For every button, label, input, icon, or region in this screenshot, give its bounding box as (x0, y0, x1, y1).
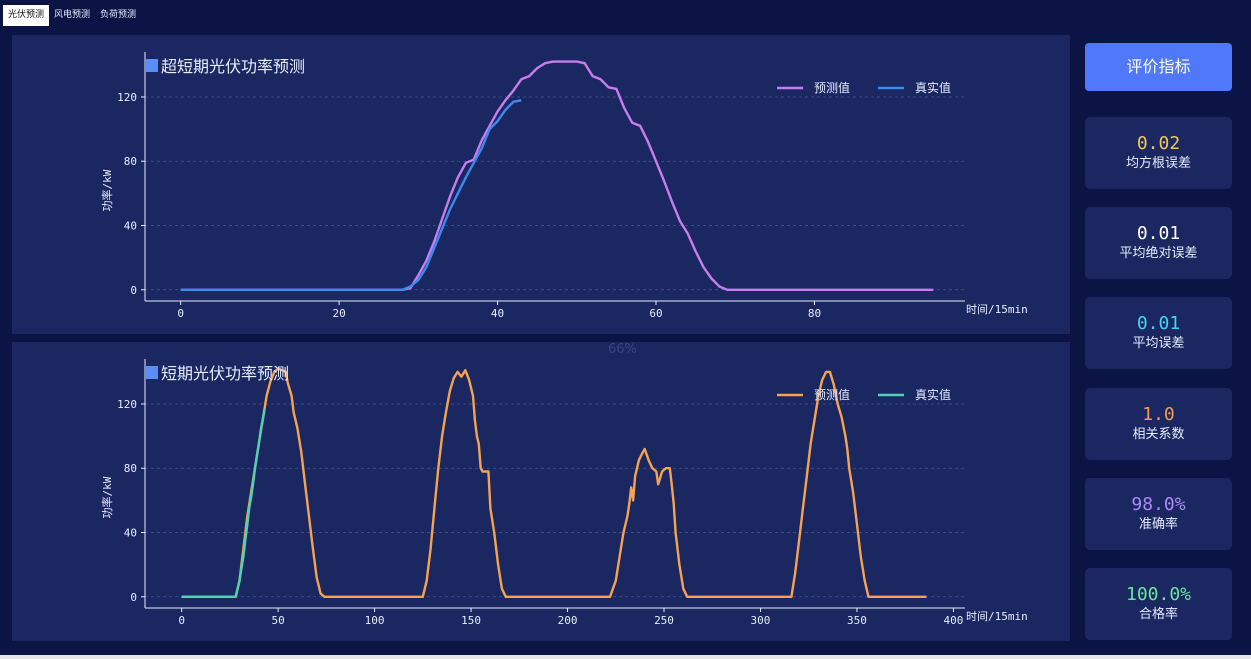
metric-card-pass-rate: 100.0% 合格率 (1085, 568, 1232, 640)
x-tick-label: 100 (365, 614, 385, 627)
x-tick-label: 80 (808, 307, 821, 320)
legend-label: 真实值 (915, 80, 951, 95)
legend-label: 真实值 (915, 387, 951, 402)
x-tick-label: 60 (649, 307, 662, 320)
title-marker (145, 365, 158, 379)
metric-value: 0.01 (1136, 223, 1181, 244)
legend-label: 预测值 (814, 387, 850, 402)
module-tabs: 光伏预测 风电预测 负荷预测 (3, 5, 141, 26)
y-axis-label: 功率/kW (100, 169, 114, 211)
y-tick-label: 0 (130, 591, 137, 604)
y-tick-label: 80 (124, 462, 137, 475)
chart-title: 超短期光伏功率预测 (145, 53, 305, 77)
chart-title-text: 超短期光伏功率预测 (161, 57, 306, 76)
metric-label: 合格率 (1138, 607, 1178, 622)
series-line-forecast (180, 60, 934, 291)
x-tick-label: 20 (332, 307, 345, 320)
series-line-forecast (181, 367, 927, 598)
metric-label: 平均误差 (1132, 336, 1185, 351)
metric-value: 1.0 (1142, 404, 1175, 425)
short-term-chart: 0 40 80 120 0 50 100 150 200 250 300 350 400 时间/15min… (100, 359, 1028, 627)
y-tick-label: 80 (124, 155, 137, 168)
metric-card-accuracy: 98.0% 准确率 (1085, 478, 1232, 550)
bottom-scrollbar[interactable] (0, 655, 1251, 659)
evaluation-metrics-button[interactable]: 评价指标 (1085, 43, 1232, 91)
x-tick-label: 150 (461, 614, 481, 627)
y-tick-label: 40 (124, 219, 137, 232)
tab-wind-forecast[interactable]: 风电预测 (54, 10, 91, 20)
x-tick-label: 200 (558, 614, 578, 627)
x-tick-label: 0 (178, 614, 185, 627)
tab-pv-forecast[interactable]: 光伏预测 (3, 5, 50, 26)
x-tick-label: 350 (847, 614, 867, 627)
y-tick-label: 120 (117, 398, 137, 411)
metric-label: 均方根误差 (1125, 156, 1191, 171)
short-term-chart-panel: 0 40 80 120 0 50 100 150 200 250 300 350 400 时间/15min… (12, 342, 1070, 641)
x-axis-label: 时间/15min (966, 303, 1028, 316)
chart-title: 短期光伏功率预测 (145, 360, 289, 384)
metric-card-correlation: 1.0 相关系数 (1085, 388, 1232, 460)
metric-label: 相关系数 (1132, 427, 1185, 442)
y-tick-label: 0 (130, 284, 137, 297)
metric-label: 准确率 (1138, 517, 1178, 532)
x-axis-label: 时间/15min (966, 610, 1028, 623)
metric-card-rmse: 0.02 均方根误差 (1085, 117, 1232, 189)
metric-value: 98.0% (1131, 494, 1186, 515)
y-tick-label: 120 (117, 91, 137, 104)
chart-title-text: 短期光伏功率预测 (161, 364, 290, 383)
legend-label: 预测值 (814, 80, 850, 95)
metric-value: 0.02 (1136, 133, 1181, 154)
x-tick-label: 300 (751, 614, 771, 627)
metric-value: 0.01 (1136, 313, 1181, 334)
metric-card-mean-error: 0.01 平均误差 (1085, 297, 1232, 369)
x-tick-label: 0 (177, 307, 184, 320)
y-tick-label: 40 (124, 526, 137, 539)
metric-card-mae: 0.01 平均绝对误差 (1085, 207, 1232, 279)
x-tick-label: 250 (654, 614, 674, 627)
y-axis-label: 功率/kW (100, 476, 114, 518)
title-marker (145, 58, 158, 72)
series-line-actual (180, 99, 522, 291)
x-tick-label: 400 (943, 614, 963, 627)
x-tick-label: 50 (272, 614, 285, 627)
ultra-short-term-chart: 0 40 80 120 0 20 40 60 80 时间/15min 功率/kW 预测值 真实值 (100, 52, 1028, 320)
metric-value: 100.0% (1125, 584, 1192, 605)
tab-load-forecast[interactable]: 负荷预测 (100, 10, 137, 20)
zoom-watermark: 66% (608, 342, 637, 357)
ultra-short-term-chart-panel: 0 40 80 120 0 20 40 60 80 时间/15min 功率/kW 预测值 真实值 超短期… (12, 35, 1070, 334)
series-line-actual (181, 408, 266, 598)
x-tick-label: 40 (491, 307, 504, 320)
metric-label: 平均绝对误差 (1119, 246, 1198, 261)
